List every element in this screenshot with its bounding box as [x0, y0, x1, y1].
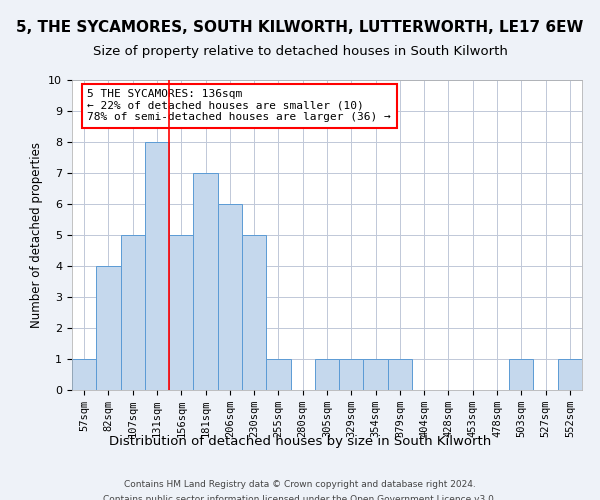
Bar [364, 359, 388, 390]
Bar [242, 235, 266, 390]
Text: Distribution of detached houses by size in South Kilworth: Distribution of detached houses by size … [109, 435, 491, 448]
Bar [558, 359, 582, 390]
Bar [218, 204, 242, 390]
Y-axis label: Number of detached properties: Number of detached properties [30, 142, 43, 328]
Bar [96, 266, 121, 390]
Bar [121, 235, 145, 390]
Bar [169, 235, 193, 390]
Text: Contains public sector information licensed under the Open Government Licence v3: Contains public sector information licen… [103, 495, 497, 500]
Bar [266, 359, 290, 390]
Bar [388, 359, 412, 390]
Text: Size of property relative to detached houses in South Kilworth: Size of property relative to detached ho… [92, 45, 508, 58]
Text: 5, THE SYCAMORES, SOUTH KILWORTH, LUTTERWORTH, LE17 6EW: 5, THE SYCAMORES, SOUTH KILWORTH, LUTTER… [16, 20, 584, 35]
Bar [339, 359, 364, 390]
Bar [509, 359, 533, 390]
Bar [193, 173, 218, 390]
Bar [315, 359, 339, 390]
Text: Contains HM Land Registry data © Crown copyright and database right 2024.: Contains HM Land Registry data © Crown c… [124, 480, 476, 489]
Bar [72, 359, 96, 390]
Text: 5 THE SYCAMORES: 136sqm
← 22% of detached houses are smaller (10)
78% of semi-de: 5 THE SYCAMORES: 136sqm ← 22% of detache… [88, 90, 391, 122]
Bar [145, 142, 169, 390]
